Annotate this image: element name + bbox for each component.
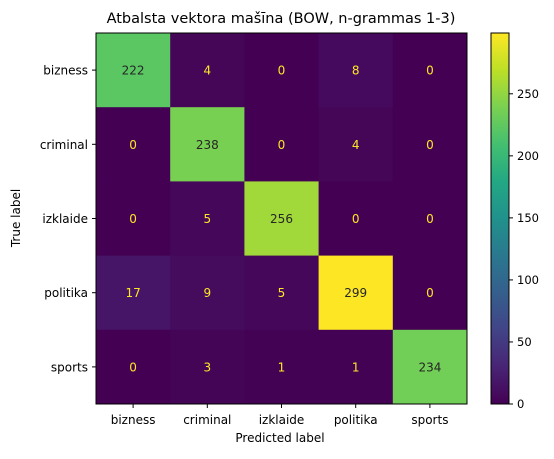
heatmap-cell [170,329,245,405]
cell-value-label: 0 [426,64,434,78]
cell-value-label: 0 [426,212,434,226]
heatmap-cell [96,107,171,182]
cell-value-label: 1 [278,360,286,374]
colorbar-tick-label: 0 [517,397,524,411]
cell-value-label: 1 [352,360,360,374]
colorbar [490,32,510,405]
y-tick-label: sports [51,360,88,374]
cell-value-label: 222 [122,64,145,78]
heatmap-cell [244,329,320,405]
y-tick-label: criminal [40,138,88,152]
cell-value-label: 8 [352,64,360,78]
cell-value-label: 0 [426,286,434,300]
cell-value-label: 238 [196,138,219,152]
y-tick-label: politika [44,286,88,300]
heatmap-cell [96,255,171,331]
y-axis: bizness criminal izklaide politika sports [40,64,96,374]
chart-title: Atbalsta vektora mašīna (BOW, n-grammas … [107,11,456,27]
cell-value-label: 3 [203,360,211,374]
y-axis-label: True label [9,189,23,248]
heatmap-cell [318,255,394,331]
x-tick-label: izklaide [259,413,305,427]
heatmap-cell [96,329,171,405]
heatmap-cell [244,33,320,108]
cell-value-label: 0 [129,212,137,226]
heatmap-cell [170,255,245,331]
colorbar-tick-label: 50 [517,335,532,349]
heatmap-cell [392,107,468,182]
heatmap-cell [392,33,468,108]
cell-value-label: 4 [203,64,211,78]
heatmap-cell [96,181,171,257]
heatmap-cell [392,329,468,405]
y-tick-label: bizness [43,64,88,78]
heatmap-cell [96,33,171,108]
heatmap-cell [392,181,468,257]
heatmap-cell [244,107,320,182]
x-tick-label: criminal [183,413,231,427]
heatmap-cell [244,181,320,257]
cell-value-label: 0 [278,64,286,78]
cell-value-label: 0 [352,212,360,226]
colorbar-tick-label: 200 [517,149,539,163]
cell-value-label: 234 [418,360,441,374]
colorbar-tick-label: 100 [517,273,539,287]
cell-value-label: 4 [352,138,360,152]
cell-value-label: 256 [270,212,293,226]
y-tick-label: izklaide [42,212,88,226]
heatmap-cell [318,107,394,182]
heatmap-cell [170,107,245,182]
heatmap-cell [318,329,394,405]
heatmap-cell [244,255,320,331]
heatmap-cell [170,181,245,257]
heatmap-cell [392,255,468,331]
cell-value-label: 299 [344,286,367,300]
heatmap-cell [318,33,394,108]
x-axis-label: Predicted label [235,431,324,445]
cell-value-label: 9 [203,286,211,300]
cell-value-label: 17 [125,286,140,300]
x-tick-label: bizness [111,413,156,427]
heatmap-cells [96,33,468,405]
heatmap-cell [170,33,245,108]
colorbar-tick-label: 250 [517,87,539,101]
cell-value-label: 0 [278,138,286,152]
colorbar-tick-label: 150 [517,211,539,225]
x-tick-label: sports [411,413,448,427]
colorbar-ticks: 0 50 100 150 200 250 [509,87,539,411]
cell-value-label: 5 [203,212,211,226]
cell-value-label: 0 [426,138,434,152]
cell-value-label: 5 [278,286,286,300]
x-axis: bizness criminal izklaide politika sports [111,404,448,427]
cell-value-label: 0 [129,360,137,374]
x-tick-label: politika [334,413,378,427]
heatmap-cell [318,181,394,257]
cell-value-label: 0 [129,138,137,152]
heatmap-cell-labels: 222 4 0 8 0 0 238 0 4 0 0 5 256 0 0 17 9 5 299 0 0 3 1 1 234 [122,64,442,375]
